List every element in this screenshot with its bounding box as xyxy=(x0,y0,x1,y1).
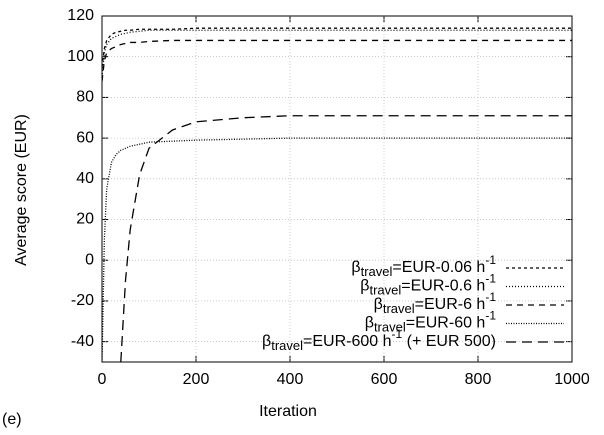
legend-label: βtravel=EUR-600 h-1 (+ EUR 500) xyxy=(262,327,496,353)
x-axis-label: Iteration xyxy=(259,403,317,420)
x-tick-label: 1000 xyxy=(554,371,590,388)
series-line xyxy=(102,29,572,78)
x-tick-label: 800 xyxy=(465,371,492,388)
legend-label: βtravel=EUR-6 h-1 xyxy=(374,290,497,316)
y-tick-label: 100 xyxy=(67,48,94,65)
x-tick-label: 200 xyxy=(183,371,210,388)
x-tick-label: 600 xyxy=(371,371,398,388)
panel-label: (e) xyxy=(2,411,22,428)
x-tick-label: 0 xyxy=(98,371,107,388)
legend-label: βtravel=EUR-0.6 h-1 xyxy=(360,272,496,298)
plot-area xyxy=(102,27,572,362)
y-axis-label: Average score (EUR) xyxy=(13,114,30,266)
series-line xyxy=(102,137,572,362)
y-tick-label: 80 xyxy=(76,89,94,106)
y-tick-label: 120 xyxy=(67,7,94,24)
x-tick-label: 400 xyxy=(277,371,304,388)
plot-frame xyxy=(101,15,573,363)
series-line xyxy=(120,115,572,362)
legend-label: βtravel=EUR-0.06 h-1 xyxy=(351,253,496,279)
legend-label: βtravel=EUR-60 h-1 xyxy=(365,309,497,335)
y-tick-label: 20 xyxy=(76,211,94,228)
y-tick-label: -20 xyxy=(71,292,94,309)
y-tick-label: 60 xyxy=(76,129,94,146)
series-line xyxy=(102,39,572,82)
series-line xyxy=(102,27,572,67)
y-tick-label: 0 xyxy=(85,251,94,268)
y-tick-label: -40 xyxy=(71,333,94,350)
y-tick-label: 40 xyxy=(76,170,94,187)
